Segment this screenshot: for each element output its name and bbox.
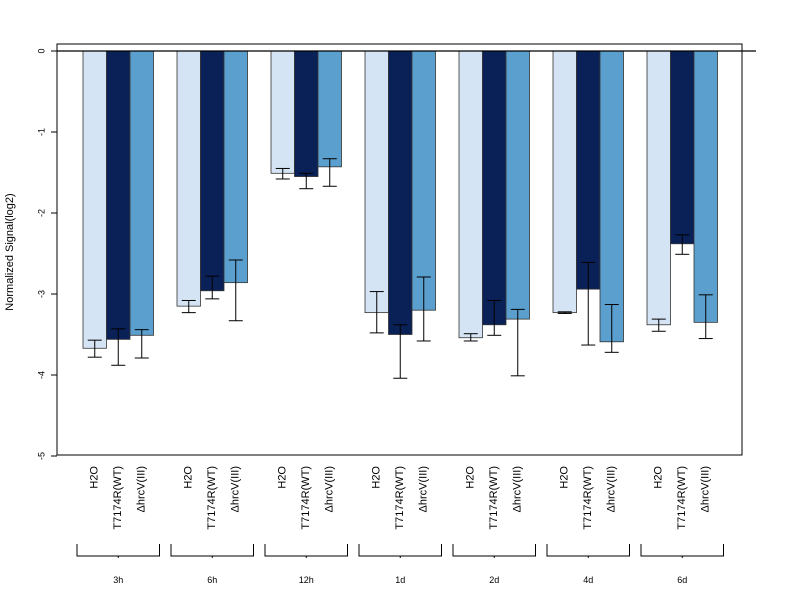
bar: [223, 50, 248, 284]
y-axis: 0 -1 -2 -3 -4 -5: [36, 48, 57, 460]
group-bracket: [76, 544, 160, 557]
category-label: H2O: [653, 466, 665, 489]
bar: [482, 50, 507, 326]
group-bracket: [170, 544, 254, 557]
group-bracket: [546, 544, 630, 557]
group-bracket: [640, 544, 724, 557]
category-label: T7174R(WT): [394, 466, 406, 530]
category-label: ΔhrcV(III): [324, 466, 336, 512]
group-label: 2d: [489, 575, 499, 585]
bar: [576, 50, 601, 290]
category-label: H2O: [89, 466, 101, 489]
category-label: H2O: [371, 466, 383, 489]
category-label: T7174R(WT): [112, 466, 124, 530]
bar: [200, 50, 225, 292]
group-label: 3h: [113, 575, 123, 585]
bar: [82, 50, 107, 349]
bars: [82, 50, 718, 349]
category-labels: H2O T7174R(WT) ΔhrcV(III) H2O T7174R(WT) Δhrc…: [89, 466, 712, 530]
category-label: H2O: [559, 466, 571, 489]
error-bars: [87, 158, 713, 379]
category-label: ΔhrcV(III): [230, 466, 242, 512]
category-label: T7174R(WT): [582, 466, 594, 530]
bar: [670, 50, 695, 245]
y-tick-label: -4: [36, 371, 46, 379]
category-label: ΔhrcV(III): [136, 466, 148, 512]
y-tick-label: -5: [36, 452, 46, 460]
category-label: ΔhrcV(III): [606, 466, 618, 512]
group-label: 4d: [583, 575, 593, 585]
bar: [505, 50, 530, 320]
bar: [646, 50, 671, 326]
plot-area: [56, 43, 743, 456]
group-bracket: [452, 544, 536, 557]
group-brackets: [76, 544, 724, 558]
group-labels: 3h 6h 12h 1d 2d 4d 6d: [113, 575, 687, 585]
category-label: H2O: [277, 466, 289, 489]
bar: [294, 50, 319, 177]
y-tick-label: -1: [36, 128, 46, 136]
group-bracket: [358, 544, 442, 557]
category-label: T7174R(WT): [206, 466, 218, 530]
bar: [458, 50, 483, 339]
category-label: T7174R(WT): [676, 466, 688, 530]
category-label: H2O: [183, 466, 195, 489]
bar: [388, 50, 413, 335]
category-label: ΔhrcV(III): [512, 466, 524, 512]
bar: [129, 50, 154, 336]
group-label: 1d: [395, 575, 405, 585]
bar: [270, 50, 295, 174]
category-label: T7174R(WT): [300, 466, 312, 530]
bar: [411, 50, 436, 311]
group-bracket: [264, 544, 348, 557]
bar: [106, 50, 131, 340]
y-axis-label: Normalized Signal(log2): [4, 193, 16, 310]
category-label: ΔhrcV(III): [418, 466, 430, 512]
group-label: 12h: [299, 575, 314, 585]
bar: [693, 50, 718, 323]
category-label: T7174R(WT): [488, 466, 500, 530]
bar: [317, 50, 342, 168]
group-label: 6d: [677, 575, 687, 585]
bar: [599, 50, 624, 343]
y-tick-label: -3: [36, 290, 46, 298]
group-label: 6h: [207, 575, 217, 585]
category-label: ΔhrcV(III): [700, 466, 712, 512]
bar: [364, 50, 389, 314]
plot-box: [56, 43, 743, 456]
bar: [552, 50, 577, 314]
category-label: H2O: [465, 466, 477, 489]
y-tick-label: -2: [36, 209, 46, 217]
y-tick-label: 0: [36, 48, 46, 53]
bar: [176, 50, 201, 307]
